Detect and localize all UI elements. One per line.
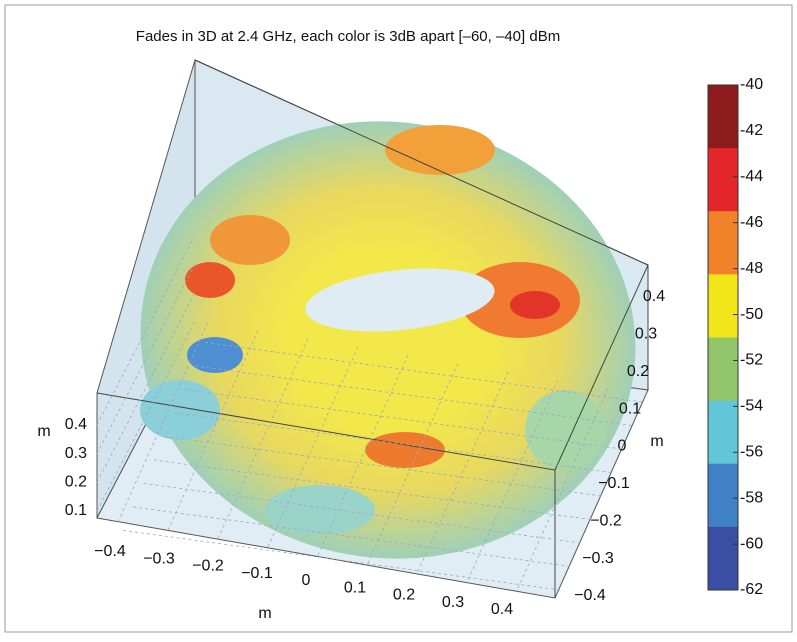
x-tick-label: 0.1 bbox=[344, 579, 366, 596]
x-tick-label: −0.1 bbox=[241, 565, 273, 582]
x-tick-label: 0.4 bbox=[491, 601, 513, 618]
colorbar-tick-label: -54 bbox=[740, 398, 763, 415]
z-tick-label: 0.1 bbox=[65, 502, 87, 519]
patch bbox=[365, 432, 445, 468]
x-tick-label: 0 bbox=[302, 572, 311, 589]
y-tick-label: 0.1 bbox=[619, 400, 641, 417]
colorbar-band bbox=[708, 337, 738, 402]
grid-line bbox=[171, 412, 612, 473]
ring-hole bbox=[305, 268, 495, 332]
grid-line bbox=[117, 321, 209, 523]
grid-line bbox=[181, 388, 622, 450]
x-tick-label: −0.4 bbox=[94, 543, 126, 560]
box-edge bbox=[554, 264, 649, 471]
torus-surface bbox=[140, 121, 636, 559]
grid-line bbox=[367, 363, 459, 564]
y-axis-label: m bbox=[650, 433, 663, 450]
colorbar-tick-label: -42 bbox=[740, 122, 763, 139]
z-tick-label: 0.4 bbox=[65, 416, 87, 433]
grid-line bbox=[467, 379, 559, 580]
colorbar-tick-label: -52 bbox=[740, 352, 763, 369]
y-tick-label: 0 bbox=[618, 438, 627, 455]
y-tick-label: −0.4 bbox=[574, 587, 606, 604]
colorbar-band bbox=[708, 148, 738, 212]
patch bbox=[185, 262, 235, 298]
grid-line bbox=[191, 365, 632, 426]
chart-title: Fades in 3D at 2.4 GHz, each color is 3d… bbox=[136, 28, 560, 45]
patch bbox=[525, 390, 605, 470]
patch bbox=[510, 291, 560, 319]
patch bbox=[265, 485, 375, 535]
grid-line bbox=[150, 459, 591, 520]
colorbar-tick-label: -50 bbox=[740, 306, 763, 323]
grid-line bbox=[160, 435, 602, 497]
grid-line bbox=[417, 371, 509, 572]
colorbar-band bbox=[708, 274, 738, 338]
colorbar-tick-label: -48 bbox=[740, 260, 763, 277]
colorbar-tick-label: -40 bbox=[740, 76, 763, 93]
patch bbox=[385, 125, 495, 175]
x-tick-label: −0.2 bbox=[192, 558, 224, 575]
x-tick-label: 0.3 bbox=[442, 594, 464, 611]
y-tick-label: 0.3 bbox=[635, 326, 657, 343]
grid-line bbox=[317, 354, 409, 556]
colorbar-tick-label: -62 bbox=[740, 581, 763, 598]
z-tick-label: 0.3 bbox=[65, 445, 87, 462]
colorbar-band bbox=[708, 463, 738, 528]
y-tick-label: −0.3 bbox=[582, 550, 614, 567]
patch bbox=[140, 380, 220, 440]
z-tick-label: 0.2 bbox=[65, 474, 87, 491]
y-tick-label: 0.4 bbox=[643, 288, 665, 305]
x-tick-label: −0.3 bbox=[143, 550, 175, 567]
grid-line bbox=[140, 482, 581, 544]
grid-line bbox=[167, 330, 259, 531]
z-axis-label: m bbox=[37, 423, 50, 440]
grid-line bbox=[517, 387, 609, 589]
y-tick-label: −0.1 bbox=[598, 475, 630, 492]
grid-line bbox=[119, 529, 561, 591]
grid-line bbox=[201, 341, 643, 403]
colorbar-tick-label: -44 bbox=[740, 168, 763, 185]
x-tick-label: 0.2 bbox=[393, 587, 415, 604]
patch bbox=[210, 215, 290, 265]
colorbar-tick-label: -60 bbox=[740, 535, 763, 552]
colorbar-frame bbox=[707, 84, 739, 591]
colorbar-tick-label: -56 bbox=[740, 443, 763, 460]
y-tick-label: −0.2 bbox=[590, 512, 622, 529]
grid-line bbox=[130, 506, 571, 567]
colorbar-tick-label: -58 bbox=[740, 489, 763, 506]
grid-line bbox=[267, 346, 359, 547]
x-axis-label: m bbox=[258, 605, 271, 622]
y-tick-label: 0.2 bbox=[627, 363, 649, 380]
grid-line bbox=[217, 338, 309, 539]
colorbar-band bbox=[708, 400, 738, 465]
colorbar-band bbox=[708, 85, 738, 149]
colorbar-band bbox=[708, 526, 738, 591]
colorbar-band bbox=[708, 211, 738, 275]
patch bbox=[187, 337, 243, 373]
colorbar-tick-label: -46 bbox=[740, 214, 763, 231]
